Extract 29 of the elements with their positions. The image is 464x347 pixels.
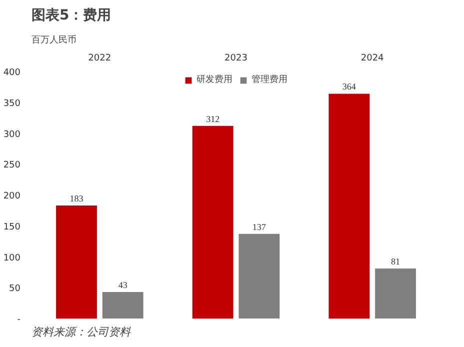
chart-title: 图表5：费用: [32, 8, 112, 24]
bar: [328, 94, 370, 318]
y-axis-title: 百万人民币: [32, 34, 76, 46]
data-label: 137: [252, 222, 266, 232]
y-tick-label: 100: [3, 253, 21, 264]
data-label: 183: [70, 193, 84, 204]
x-tick-label: 2022: [88, 54, 112, 64]
y-tick-label: 350: [3, 98, 21, 109]
data-label: 364: [342, 82, 356, 92]
y-tick-label: 50: [9, 284, 21, 294]
y-tick-label: -: [17, 315, 20, 325]
bar: [375, 268, 416, 318]
y-tick-label: 150: [3, 222, 21, 232]
bar: [192, 126, 234, 318]
legend-label: 研发费用: [196, 74, 232, 86]
data-label: 43: [118, 280, 128, 290]
text: 资料来源：公司资料: [32, 326, 132, 338]
x-tick-label: 2023: [224, 54, 248, 64]
y-tick-label: 250: [3, 160, 21, 171]
bar: [238, 234, 280, 318]
x-tick-label: 2024: [360, 54, 384, 64]
data-label: 81: [391, 256, 400, 266]
legend-label: 管理费用: [252, 74, 288, 86]
data-label: 312: [206, 114, 220, 124]
y-tick-label: 400: [3, 68, 21, 78]
y-tick-label: 200: [3, 192, 21, 202]
y-tick-label: 300: [3, 130, 21, 140]
bar: [56, 205, 97, 318]
bar: [102, 292, 144, 318]
